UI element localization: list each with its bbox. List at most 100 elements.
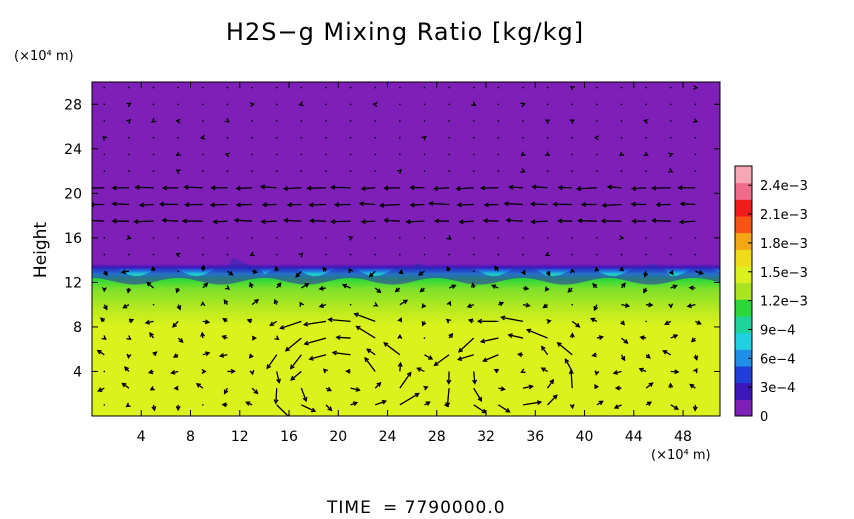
vector-dot [399, 120, 401, 122]
vector-arrow-head [178, 338, 184, 343]
vector-arrow-head [520, 151, 526, 157]
vector-arrow [364, 357, 376, 372]
vector-arrow-head [598, 400, 604, 406]
vector-arrow-head [120, 269, 126, 275]
vector-arrow-head [221, 335, 227, 340]
vector-arrow-head [672, 284, 678, 290]
vector-arrow-head [348, 267, 354, 274]
colorbar-tick-label: 2.4e−3 [760, 179, 808, 194]
vector-dot [325, 103, 327, 106]
vector-arrow [331, 220, 351, 223]
vector-dot [423, 153, 426, 156]
vector-dot [497, 103, 500, 106]
vector-arrow-head [409, 185, 415, 191]
vector-dot [325, 253, 327, 256]
vector-arrow [508, 334, 524, 339]
y-axis-label: Height [31, 222, 51, 279]
vector-arrow-head [372, 101, 378, 107]
vector-arrow-head [678, 219, 685, 225]
vector-arrow [307, 187, 326, 189]
vector-dot [694, 237, 697, 239]
vector-arrow-head [677, 185, 683, 191]
vector-arrow-head [668, 303, 674, 309]
vector-arrow-head [601, 202, 607, 208]
vector-arrow-head [286, 202, 292, 208]
vector-arrow-head [209, 202, 215, 208]
y-tick-label: 20 [64, 186, 82, 202]
vector-dot [374, 86, 377, 89]
vector-arrow-head [648, 302, 654, 308]
vector-arrow-head [97, 387, 103, 392]
vector-arrow-head [259, 184, 266, 190]
vector-dot [152, 170, 155, 172]
vector-arrow-head [224, 117, 230, 123]
vector-arrow-head [668, 270, 674, 276]
vector-arrow-head [552, 201, 558, 207]
vector-arrow-head [144, 319, 150, 325]
vector-arrow [663, 350, 672, 356]
vector-dot [669, 136, 672, 139]
colorbar-tick-label: 3e−4 [760, 381, 795, 396]
vector-arrow-head [594, 266, 600, 272]
vector-arrow-head [494, 265, 499, 271]
vector-dot [522, 136, 524, 139]
vector-arrow [134, 220, 154, 223]
vector-arrow [429, 202, 450, 206]
vector-arrow-head [246, 318, 252, 324]
x-tick-label: 28 [428, 429, 446, 445]
vector-arrow-head [619, 266, 625, 272]
vector-dot [300, 136, 303, 139]
vector-arrow-head [639, 335, 645, 341]
vector-arrow [483, 219, 499, 222]
vector-arrow-head [102, 135, 108, 141]
vector-dot [448, 136, 450, 139]
vector-arrow-head [419, 287, 425, 293]
vector-arrow-head [352, 401, 359, 407]
x-tick-label: 8 [186, 429, 195, 445]
x-tick-label: 40 [576, 429, 594, 445]
vector-arrow [112, 203, 129, 206]
vector-arrow-head [100, 317, 106, 323]
vector-arrow [309, 354, 327, 360]
vector-arrow-head [397, 361, 403, 367]
vector-arrow-head [298, 252, 304, 258]
vector-arrow-head [456, 202, 462, 208]
vector-arrow-head [249, 281, 254, 288]
vector-arrow [366, 348, 376, 356]
vector-arrow [360, 202, 376, 206]
vector-arrow-head [458, 219, 464, 225]
vector-dot [128, 136, 130, 139]
vector-dot [177, 270, 179, 273]
vector-arrow [309, 203, 326, 206]
vector-dot [472, 270, 475, 273]
vector-arrow-head [282, 186, 288, 192]
vector-arrow [577, 187, 597, 190]
vector-arrow [356, 325, 376, 339]
vector-dot [177, 136, 179, 139]
x-unit-label: (×10⁴ m) [651, 448, 711, 463]
vector-dot [349, 136, 352, 139]
vector-arrow-head [128, 318, 135, 324]
vector-arrow-head [358, 201, 364, 207]
vector-arrow-head [446, 235, 452, 240]
vector-arrow [457, 354, 474, 361]
vector-arrow-head [690, 337, 696, 343]
vector-arrow-head [544, 151, 551, 156]
vector-dot [103, 170, 106, 172]
vector-dot [251, 170, 253, 172]
vector-arrow [301, 283, 309, 289]
vector-arrow-head [360, 186, 366, 192]
vector-arrow [410, 203, 425, 206]
vector-arrow-head [283, 217, 289, 223]
vector-arrow-head [126, 119, 132, 124]
vector-arrow-head [228, 270, 234, 276]
vector-arrow-head [223, 389, 229, 395]
vector-dot [202, 103, 204, 106]
colorbar-segment [735, 366, 752, 384]
vector-dot [645, 103, 647, 106]
vector-arrow [527, 329, 548, 339]
vector-arrow-head [421, 321, 427, 327]
vector-dot [645, 237, 647, 239]
vector-arrow-head [500, 315, 506, 321]
vector-arrow-head [446, 379, 452, 385]
